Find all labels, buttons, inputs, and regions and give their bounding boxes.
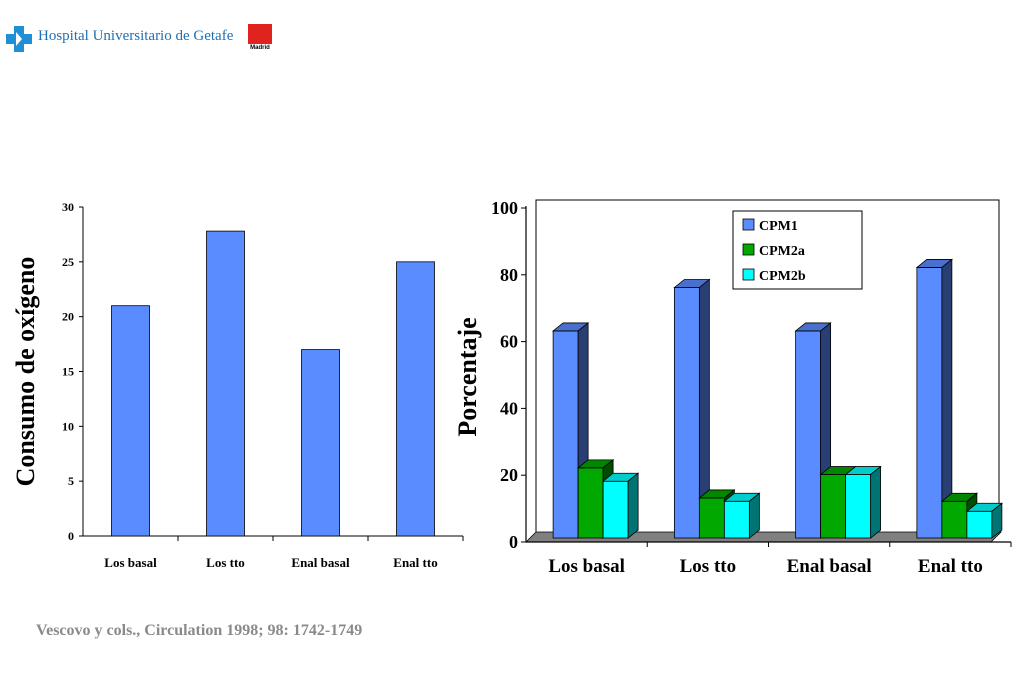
- x-tick-label: Enal basal: [787, 556, 872, 577]
- madrid-logo-text: Madrid: [250, 45, 270, 51]
- x-tick-label: Enal tto: [918, 556, 983, 577]
- bar-cpm1: [916, 267, 943, 539]
- y-tick-label: 80: [500, 265, 518, 285]
- x-tick-label: Enal tto: [393, 555, 437, 570]
- hospital-cross-logo-icon: [6, 26, 32, 52]
- bar-cpm2a: [820, 474, 847, 539]
- y-axis-label: Consumo de oxígeno: [11, 257, 40, 487]
- bar-cpm1: [795, 330, 822, 539]
- legend-label: CPM1: [759, 219, 798, 234]
- legend-swatch: [742, 268, 755, 281]
- legend-box: [732, 210, 863, 290]
- x-tick-label: Los basal: [104, 555, 157, 570]
- percentage-3d-chart: 0 20 40 60 80 100 Porcentaje Los basal Los tto En…: [453, 198, 1012, 577]
- y-tick-label: 0: [509, 532, 518, 552]
- y-tick-label: 30: [62, 200, 74, 214]
- y-tick-label: 40: [500, 398, 518, 418]
- x-tick-label: Los basal: [548, 556, 625, 577]
- citation: Vescovo y cols., Circulation 1998; 98: 1…: [36, 622, 363, 639]
- y-tick-label: 25: [62, 255, 74, 269]
- bar-cpm2a: [941, 500, 968, 539]
- bar: [206, 230, 245, 537]
- bar-cpm2a: [577, 467, 604, 539]
- bar-cpm2a: [698, 497, 725, 539]
- bar: [111, 305, 150, 537]
- madrid-flag-icon: [248, 24, 272, 44]
- bar-cpm2b: [845, 474, 872, 539]
- bar-cpm1: [552, 330, 579, 539]
- legend-swatch: [742, 243, 755, 256]
- bar-cpm2b: [602, 480, 629, 539]
- bar: [396, 261, 435, 537]
- x-tick-label: Enal basal: [291, 555, 350, 570]
- y-tick-label: 15: [62, 365, 74, 379]
- y-axis-label: Porcentaje: [453, 317, 482, 436]
- bar: [301, 349, 340, 537]
- oxygen-consumption-chart: 0 5 10 15 20 25 30 Los basal Los tto Enal basal En…: [11, 200, 464, 570]
- x-tick-label: Los tto: [680, 556, 736, 577]
- y-tick-label: 5: [68, 474, 74, 488]
- hospital-name: Hospital Universitario de Getafe: [38, 28, 234, 44]
- header: Hospital Universitario de Getafe Madrid: [0, 18, 400, 58]
- bar-side: [870, 465, 882, 539]
- bar-side: [991, 502, 1003, 539]
- bar-cpm2b: [723, 500, 750, 539]
- y-tick-label: 100: [491, 198, 518, 218]
- y-tick-label: 20: [500, 465, 518, 485]
- legend-label: CPM2a: [759, 244, 805, 259]
- y-tick-label: 0: [68, 529, 74, 543]
- bar-side: [748, 492, 760, 539]
- legend-swatch: [742, 218, 755, 231]
- madrid-region-logo: Madrid: [246, 24, 274, 56]
- legend-label: CPM2b: [759, 269, 806, 284]
- bar-side: [627, 472, 639, 539]
- bar-cpm1: [673, 287, 700, 539]
- y-tick-label: 10: [62, 419, 74, 433]
- bar-cpm2b: [966, 510, 993, 539]
- y-tick-label: 20: [62, 310, 74, 324]
- x-tick-label: Los tto: [206, 555, 245, 570]
- y-tick-label: 60: [500, 332, 518, 352]
